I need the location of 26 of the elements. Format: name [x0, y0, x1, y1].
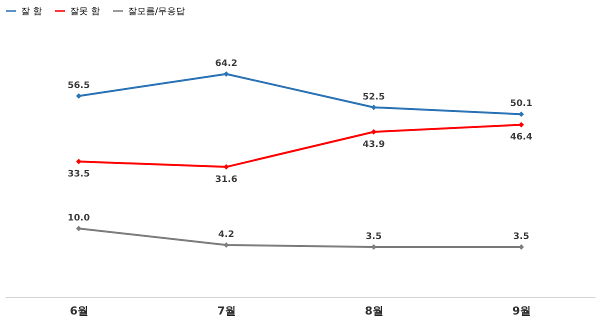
data-label: 3.5: [366, 232, 382, 242]
legend-label: 잘모름/무응답: [128, 7, 186, 17]
point: [371, 129, 376, 135]
data-label: 64.2: [215, 59, 238, 69]
data-label: 31.6: [215, 174, 238, 185]
x-tick-label: 9월: [512, 304, 532, 318]
x-tick-label: 7월: [217, 304, 236, 318]
point: [224, 164, 229, 170]
x-tick-label: 8월: [364, 304, 384, 318]
data-label: 33.5: [68, 170, 90, 180]
data-label: 46.4: [510, 132, 532, 143]
point: [371, 104, 376, 110]
point: [518, 122, 524, 128]
data-label: 56.5: [68, 80, 90, 91]
data-label: 52.5: [362, 92, 385, 102]
data-label: 10.0: [68, 213, 90, 224]
legend-label: 잘 함: [21, 7, 42, 17]
data-label: 3.5: [513, 232, 530, 242]
data-label: 4.2: [218, 230, 234, 240]
data-label: 50.1: [510, 99, 532, 110]
point: [518, 111, 524, 117]
legend-label: 잘못 함: [70, 7, 100, 17]
point: [76, 93, 82, 99]
x-tick-label: 6월: [70, 304, 89, 318]
data-label: 43.9: [362, 140, 385, 150]
point: [224, 242, 229, 248]
